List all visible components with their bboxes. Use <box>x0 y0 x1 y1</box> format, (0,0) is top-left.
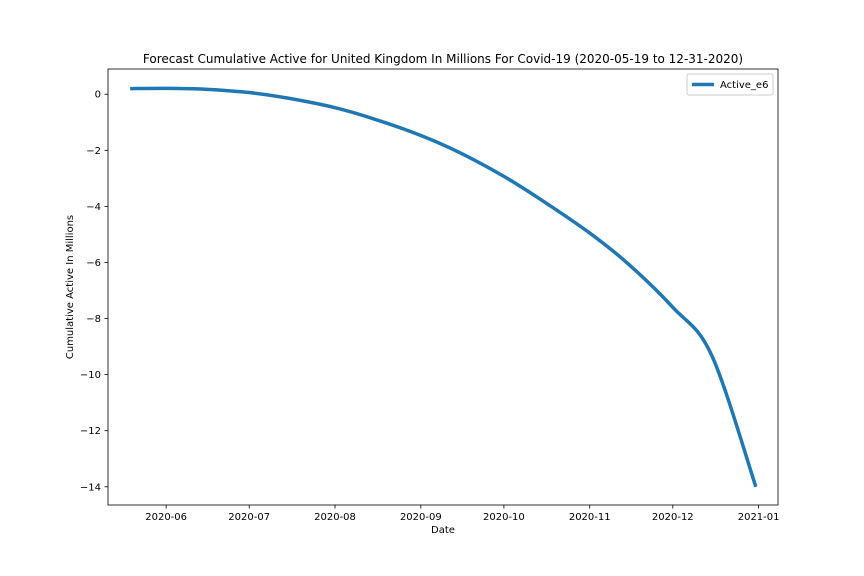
y-tick-label: −2 <box>86 146 101 157</box>
legend-label-active-e6: Active_e6 <box>720 80 768 91</box>
y-tick-label: −6 <box>86 258 101 269</box>
y-tick-label: 0 <box>95 90 101 101</box>
legend-box <box>686 73 774 96</box>
x-tick-label: 2020-08 <box>314 512 356 523</box>
y-tick-label: −12 <box>80 426 101 437</box>
y-tick-label: −14 <box>80 482 101 493</box>
legend: Active_e6 <box>686 73 774 96</box>
x-tick-label: 2020-07 <box>228 512 270 523</box>
series-line-active-e6 <box>130 86 758 488</box>
x-tick-label: 2020-12 <box>652 512 694 523</box>
x-tick-label: 2020-10 <box>483 512 525 523</box>
x-tick-label: 2020-09 <box>400 512 442 523</box>
x-tick-label: 2021-01 <box>738 512 780 523</box>
chart-title: Forecast Cumulative Active for United Ki… <box>143 52 743 66</box>
y-tick-label: −8 <box>86 314 101 325</box>
x-axis-label: Date <box>431 525 455 536</box>
x-axis-ticks: 2020-06 2020-07 2020-08 2020-09 2020-10 2020-… <box>145 505 780 523</box>
x-tick-label: 2020-06 <box>145 512 187 523</box>
y-tick-label: −10 <box>80 370 101 381</box>
plot-frame <box>107 68 779 506</box>
y-axis-label: Cumulative Active In Millions <box>65 215 76 359</box>
y-axis-ticks: 0 −2 −4 −6 −8 −10 −12 −14 <box>80 90 108 493</box>
x-tick-label: 2020-11 <box>569 512 611 523</box>
y-tick-label: −4 <box>86 202 101 213</box>
